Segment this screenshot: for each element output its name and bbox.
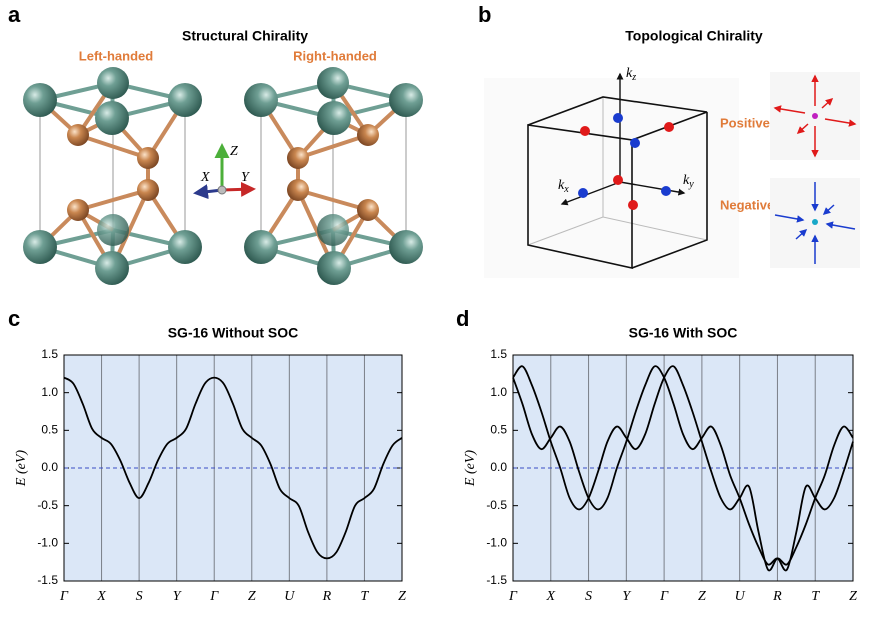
x-tick-label: Γ [659,589,669,604]
x-tick-label: U [735,589,746,604]
y-tick-label: 1.5 [41,347,58,361]
band-line [512,365,854,572]
cube-background [484,78,739,278]
x-tick-label: T [811,589,820,604]
x-tick-label: Z [849,589,857,604]
y-tick-label: 1.5 [490,347,507,361]
cube [527,72,708,269]
panel-label: c [8,306,20,331]
x-tick-label: R [772,589,782,604]
y-tick-label: 1.0 [490,385,507,399]
band-line [512,365,854,572]
negative-sink [770,178,860,268]
band-line [63,376,403,560]
y-tick-label: 0.0 [41,460,58,474]
y-tick-label: 0.5 [490,423,507,437]
axis-label: Z [230,144,238,159]
axis-label: Y [241,170,251,185]
x-tick-label: T [361,589,370,604]
plot-frame [63,354,403,582]
x-tick-label: Z [248,589,256,604]
axis-label: ky [683,173,694,190]
chart-title: SG-16 With SOC [629,325,738,341]
y-tick-label: -1.0 [486,536,507,550]
x-tick-label: X [96,589,106,604]
axis-label: kz [626,66,636,83]
positive-source [770,72,860,160]
left-crystal [21,65,204,287]
y-tick-label: -1.5 [486,573,507,587]
negative-label: Negative [720,197,774,212]
x-tick-label: Y [622,589,632,604]
x-tick-label: U [284,589,295,604]
right-title: Right-handed [293,48,377,63]
chart-title: SG-16 Without SOC [168,325,299,341]
right-crystal [242,65,425,287]
positive-label: Positive [720,115,770,130]
x-tick-label: Γ [209,589,219,604]
x-tick-label: Y [173,589,183,604]
y-tick-label: 1.0 [41,385,58,399]
x-tick-label: Γ [59,589,69,604]
x-tick-label: R [322,589,332,604]
panel-label: b [478,2,491,27]
left-title: Left-handed [79,48,153,63]
y-tick-label: -0.5 [37,498,58,512]
x-tick-label: Γ [508,589,518,604]
axis-triad [193,143,256,200]
panel-label: d [456,306,469,331]
y-tick-label: -1.5 [37,573,58,587]
axis-label: X [200,170,210,185]
x-tick-label: X [545,589,555,604]
axis-label: kx [558,178,569,195]
y-tick-label: -1.0 [37,536,58,550]
y-tick-label: 0.5 [41,423,58,437]
panel-title: Topological Chirality [625,28,763,44]
x-tick-label: S [136,589,143,604]
x-tick-label: Z [398,589,406,604]
y-tick-label: 0.0 [490,460,507,474]
panel-title: Structural Chirality [182,28,308,44]
y-axis-label: E (eV) [14,450,29,487]
y-axis-label: E (eV) [463,450,478,487]
x-tick-label: Z [698,589,706,604]
panel-label: a [8,2,21,27]
y-tick-label: -0.5 [486,498,507,512]
x-tick-label: S [585,589,592,604]
plot-frame [512,354,854,582]
